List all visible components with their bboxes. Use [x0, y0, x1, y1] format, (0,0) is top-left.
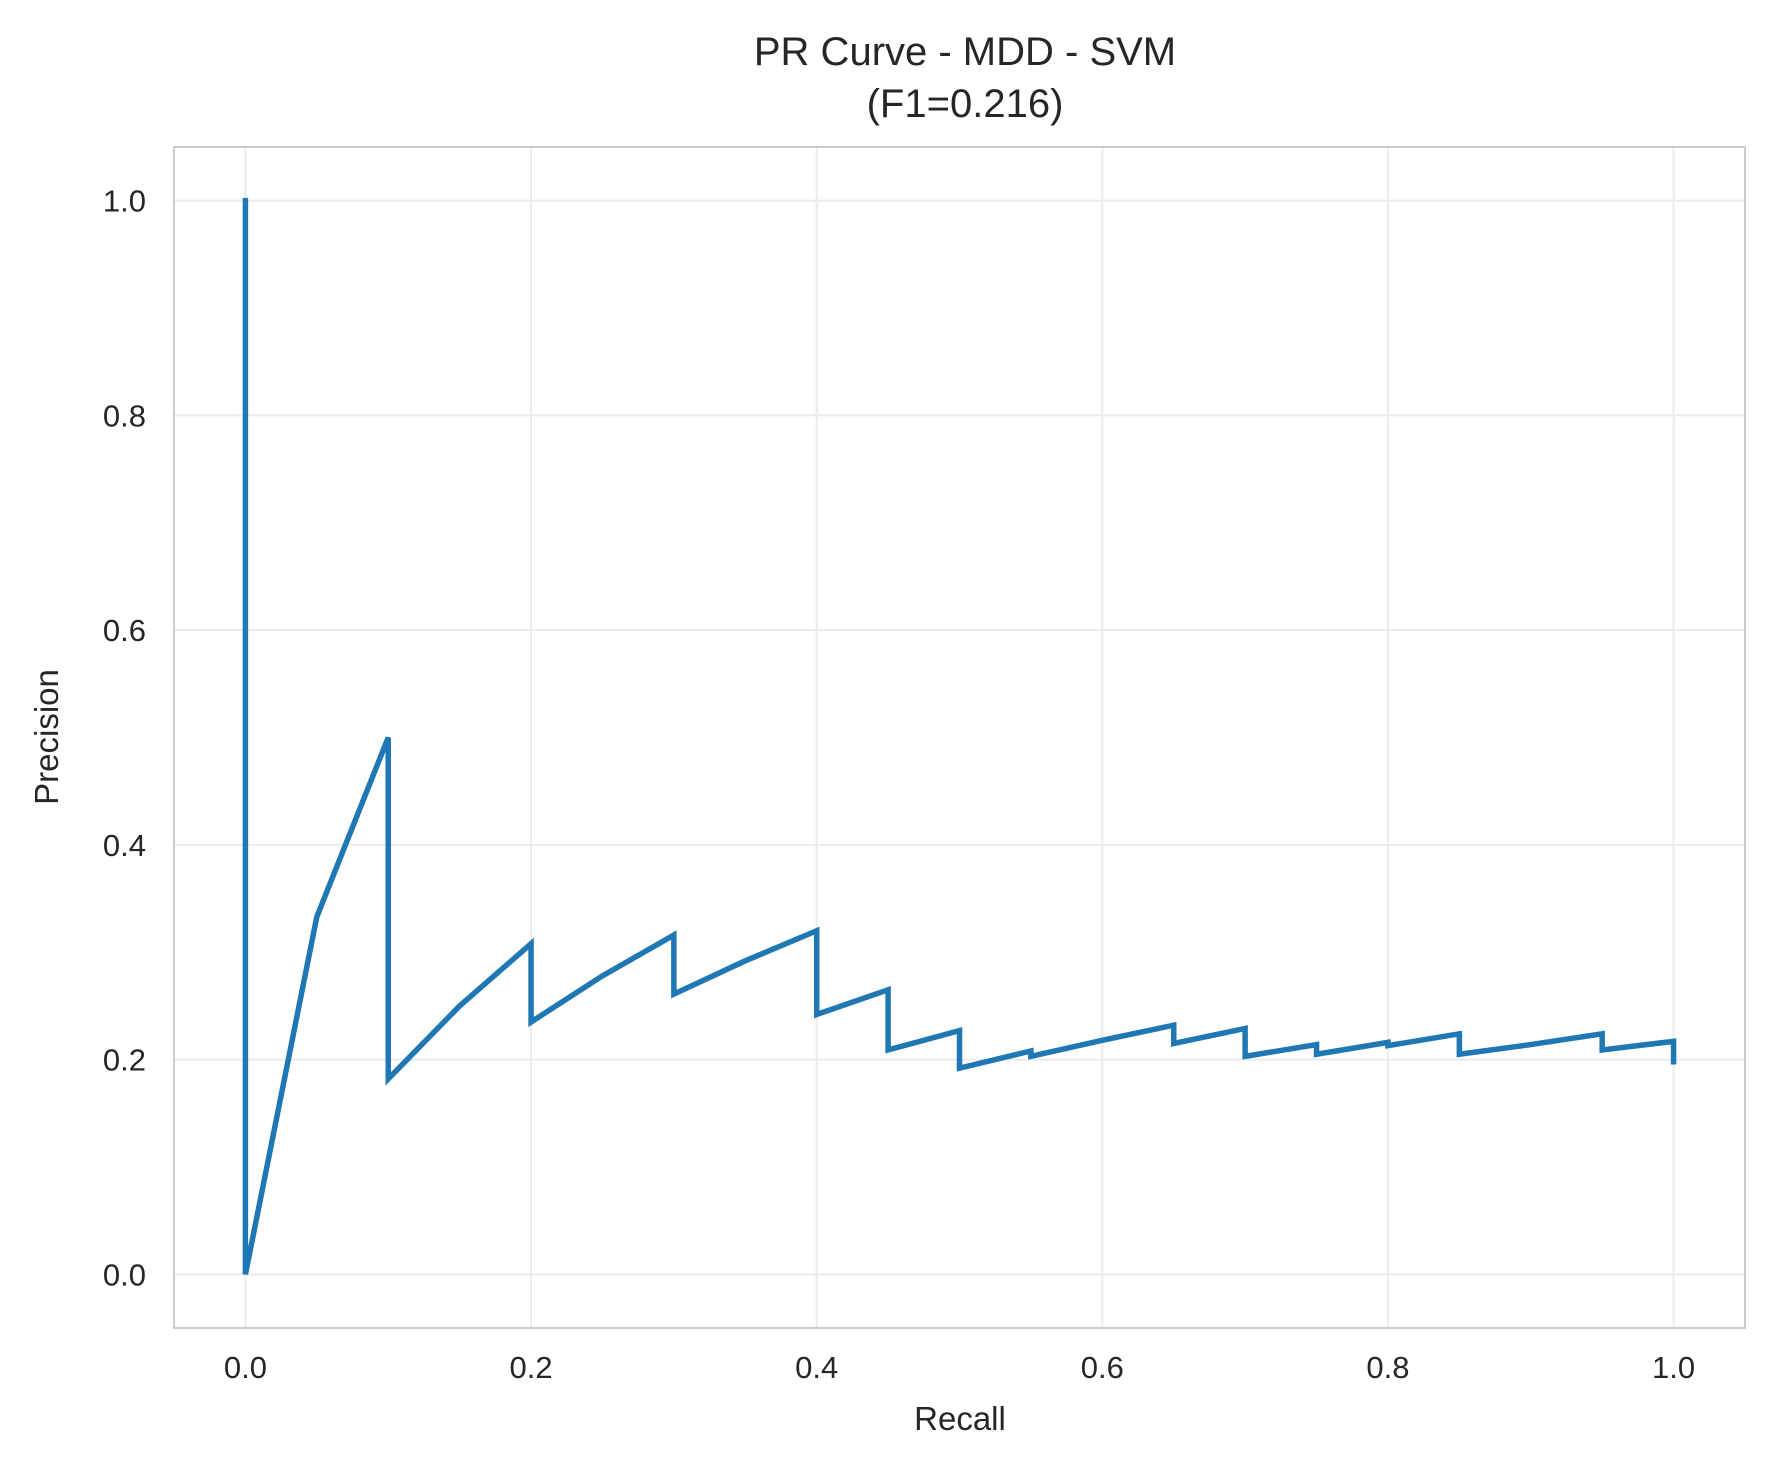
y-tick-label: 0.4	[103, 828, 146, 863]
x-tick-label: 0.0	[224, 1350, 267, 1385]
y-tick-label: 0.6	[103, 613, 146, 648]
series-layer	[242, 197, 1677, 1275]
grid	[174, 147, 1745, 1328]
x-tick-label: 0.8	[1366, 1350, 1409, 1385]
pr-curve-line	[242, 197, 1677, 1275]
x-tick-label: 0.2	[509, 1350, 552, 1385]
x-axis-label: Recall	[914, 1400, 1006, 1437]
plot-frame	[173, 146, 1746, 1329]
y-tick-label: 0.0	[103, 1257, 146, 1292]
x-tick-label: 0.6	[1081, 1350, 1124, 1385]
chart-title: PR Curve - MDD - SVM	[754, 30, 1176, 74]
y-tick-label: 0.8	[103, 398, 146, 433]
y-tick-label: 0.2	[103, 1043, 146, 1078]
x-tick-labels: 0.0 0.2 0.4 0.6 0.8 1.0	[224, 1350, 1695, 1385]
y-tick-label: 1.0	[103, 184, 146, 219]
x-tick-label: 1.0	[1652, 1350, 1695, 1385]
y-axis-label: Precision	[28, 669, 65, 805]
chart-subtitle: (F1=0.216)	[867, 82, 1064, 126]
y-tick-labels: 0.0 0.2 0.4 0.6 0.8 1.0	[103, 184, 146, 1293]
x-tick-label: 0.4	[795, 1350, 838, 1385]
